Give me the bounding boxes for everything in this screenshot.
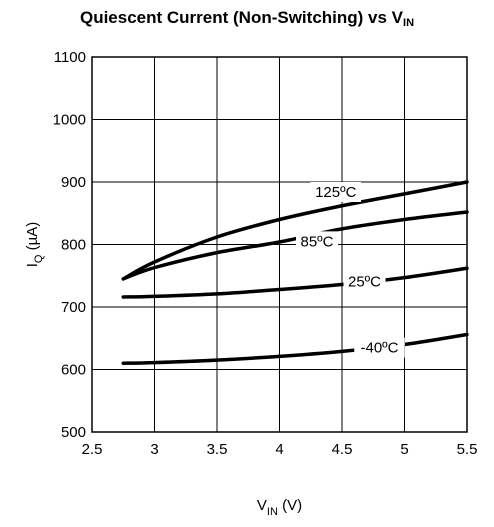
x-axis-label: VIN (V) — [257, 497, 302, 518]
series-label-background — [296, 231, 338, 252]
series-line — [121, 180, 469, 281]
y-tick-label: 600 — [61, 362, 86, 379]
series-group — [121, 180, 469, 365]
tick-labels: 2.5 3 3.5 4 4.5 5 5.5 500 600 700 800 900 1000 1100 — [53, 49, 478, 458]
series-label: 85ºC — [301, 233, 334, 250]
series-label: 25ºC — [348, 273, 381, 290]
series-label-background — [343, 271, 386, 292]
x-axis-label-main: V — [257, 497, 267, 514]
chart-title: Quiescent Current (Non-Switching) vs VIN — [0, 8, 494, 29]
y-axis-label-main: I — [24, 263, 41, 267]
y-tick-label: 800 — [61, 237, 86, 254]
grid — [92, 57, 467, 432]
x-tick-label: 2.5 — [82, 441, 103, 458]
series-label: -40ºC — [361, 340, 399, 357]
y-axis-label-unit: (µA) — [24, 222, 41, 255]
x-tick-label: 4.5 — [332, 441, 353, 458]
series-label: 125ºC — [315, 184, 357, 201]
y-tick-label: 900 — [61, 174, 86, 191]
series-labels: 125ºC 85ºC 25ºC -40ºC — [296, 182, 405, 358]
y-tick-label: 700 — [61, 299, 86, 316]
x-tick-label: 5 — [400, 441, 408, 458]
y-axis-label-subscript: Q — [33, 254, 45, 263]
y-tick-label: 1100 — [54, 49, 86, 66]
x-tick-label: 3.5 — [207, 441, 228, 458]
series-label-background — [310, 182, 361, 202]
x-tick-label: 5.5 — [457, 441, 478, 458]
x-axis-label-subscript: IN — [267, 506, 278, 518]
y-tick-label: 500 — [61, 424, 86, 441]
y-tick-label: 1000 — [53, 112, 86, 129]
y-axis-label: IQ (µA) — [24, 222, 45, 268]
plot-frame — [91, 56, 468, 433]
series-line — [121, 332, 469, 365]
x-axis-label-unit: (V) — [278, 497, 302, 514]
series-label-background — [354, 337, 405, 358]
chart-title-subscript: IN — [403, 17, 415, 29]
series-line — [121, 210, 469, 281]
x-tick-label: 3 — [150, 441, 158, 458]
chart-title-main: Quiescent Current (Non-Switching) vs V — [79, 8, 404, 27]
series-line — [121, 266, 469, 299]
x-tick-label: 4 — [275, 441, 283, 458]
